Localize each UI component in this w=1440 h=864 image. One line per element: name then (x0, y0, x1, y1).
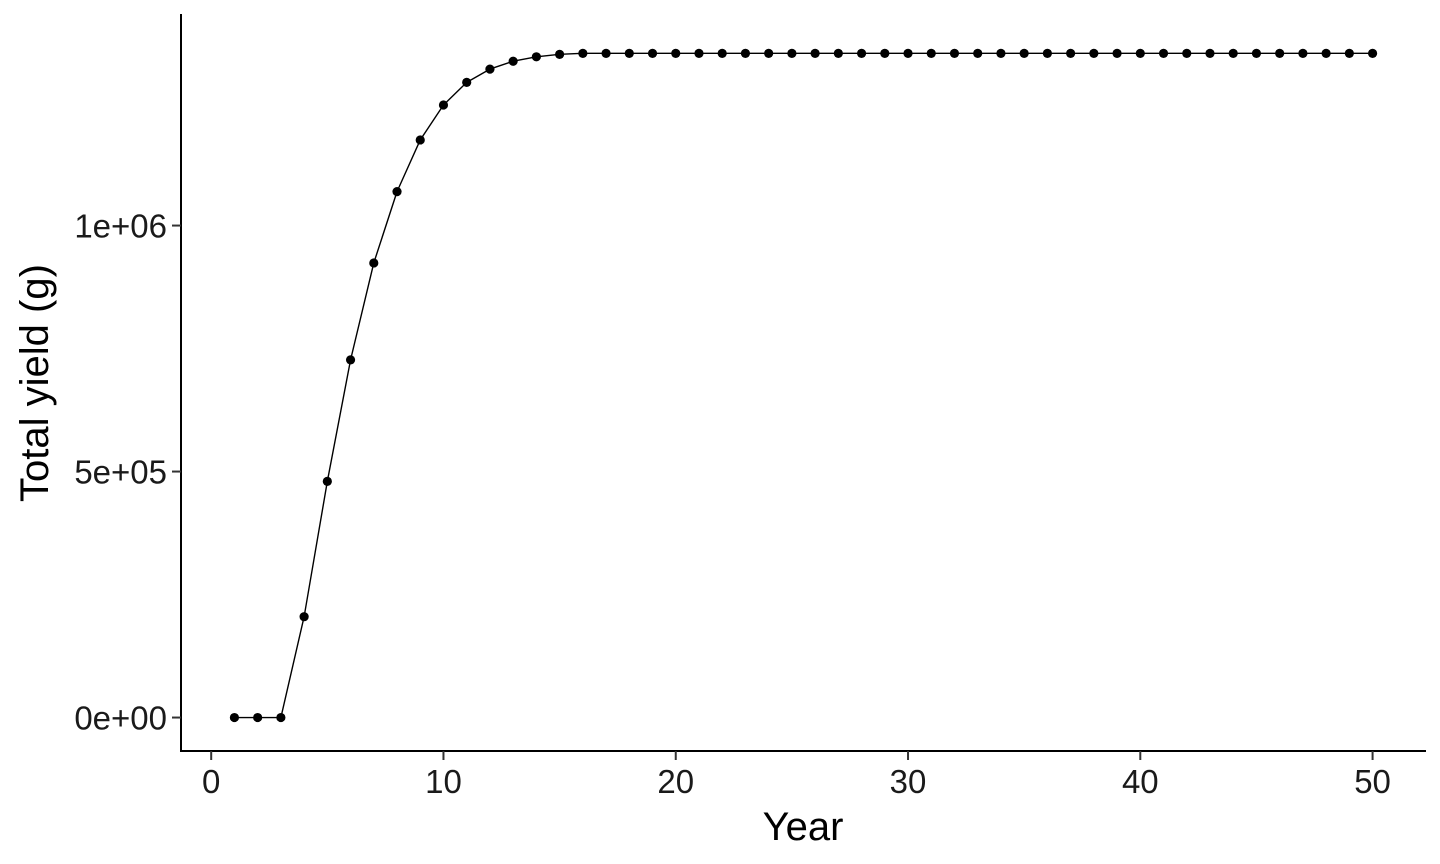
data-point (833, 48, 843, 58)
data-point (345, 355, 356, 365)
series-layer (229, 48, 1378, 723)
data-point (299, 612, 309, 622)
data-point (1135, 48, 1145, 58)
data-point (578, 48, 588, 58)
data-point (229, 712, 240, 723)
data-point (276, 712, 286, 723)
data-point (694, 48, 704, 58)
y-axis-title: Total yield (g) (13, 264, 57, 502)
data-point (369, 258, 379, 268)
data-point (438, 100, 449, 110)
data-point (973, 48, 983, 58)
y-tick-label: 1e+06 (74, 208, 167, 245)
data-point (1321, 48, 1331, 58)
x-tick-label: 30 (890, 763, 927, 800)
data-point (810, 48, 820, 58)
data-point (531, 52, 541, 62)
data-point (1367, 48, 1378, 58)
data-point (1089, 48, 1099, 58)
data-point (1158, 48, 1169, 58)
series-line (234, 52, 1373, 719)
data-point (462, 77, 472, 87)
data-point (926, 48, 936, 58)
data-point (1251, 48, 1262, 58)
data-point (415, 135, 425, 145)
data-point (392, 187, 402, 197)
x-tick-label: 0 (202, 763, 220, 800)
data-point (903, 48, 913, 58)
x-axis-title: Year (763, 805, 844, 849)
data-point (322, 476, 332, 486)
data-point (1182, 48, 1192, 58)
data-point (1228, 48, 1238, 58)
data-point (601, 48, 611, 58)
data-point (949, 48, 960, 58)
data-point (1042, 48, 1052, 58)
y-ticks: 0e+00 5e+05 1e+06 (74, 208, 181, 737)
data-point (880, 48, 890, 58)
data-point (717, 48, 727, 58)
x-ticks: 0 10 20 30 40 50 (202, 751, 1391, 800)
data-point (624, 48, 634, 58)
y-tick-label: 0e+00 (74, 700, 167, 737)
x-tick-label: 40 (1122, 763, 1159, 800)
data-point (764, 48, 774, 58)
data-point (1298, 48, 1308, 58)
data-point (508, 56, 518, 66)
data-point (485, 64, 495, 74)
y-tick-label: 5e+05 (74, 454, 167, 491)
data-point (1112, 48, 1122, 58)
x-tick-label: 50 (1354, 763, 1391, 800)
data-point (1205, 48, 1215, 58)
axes (180, 14, 1426, 752)
data-point (996, 48, 1006, 58)
data-point (787, 48, 797, 58)
data-point (740, 48, 751, 58)
x-tick-label: 20 (657, 763, 694, 800)
data-point (555, 49, 565, 59)
data-point (856, 48, 867, 58)
data-point (1019, 48, 1029, 58)
data-point (1275, 48, 1285, 58)
x-tick-label: 10 (425, 763, 462, 800)
data-point (1066, 48, 1076, 58)
data-point (647, 48, 658, 58)
data-point (253, 712, 263, 723)
data-point (1344, 48, 1354, 58)
data-point (671, 48, 681, 58)
